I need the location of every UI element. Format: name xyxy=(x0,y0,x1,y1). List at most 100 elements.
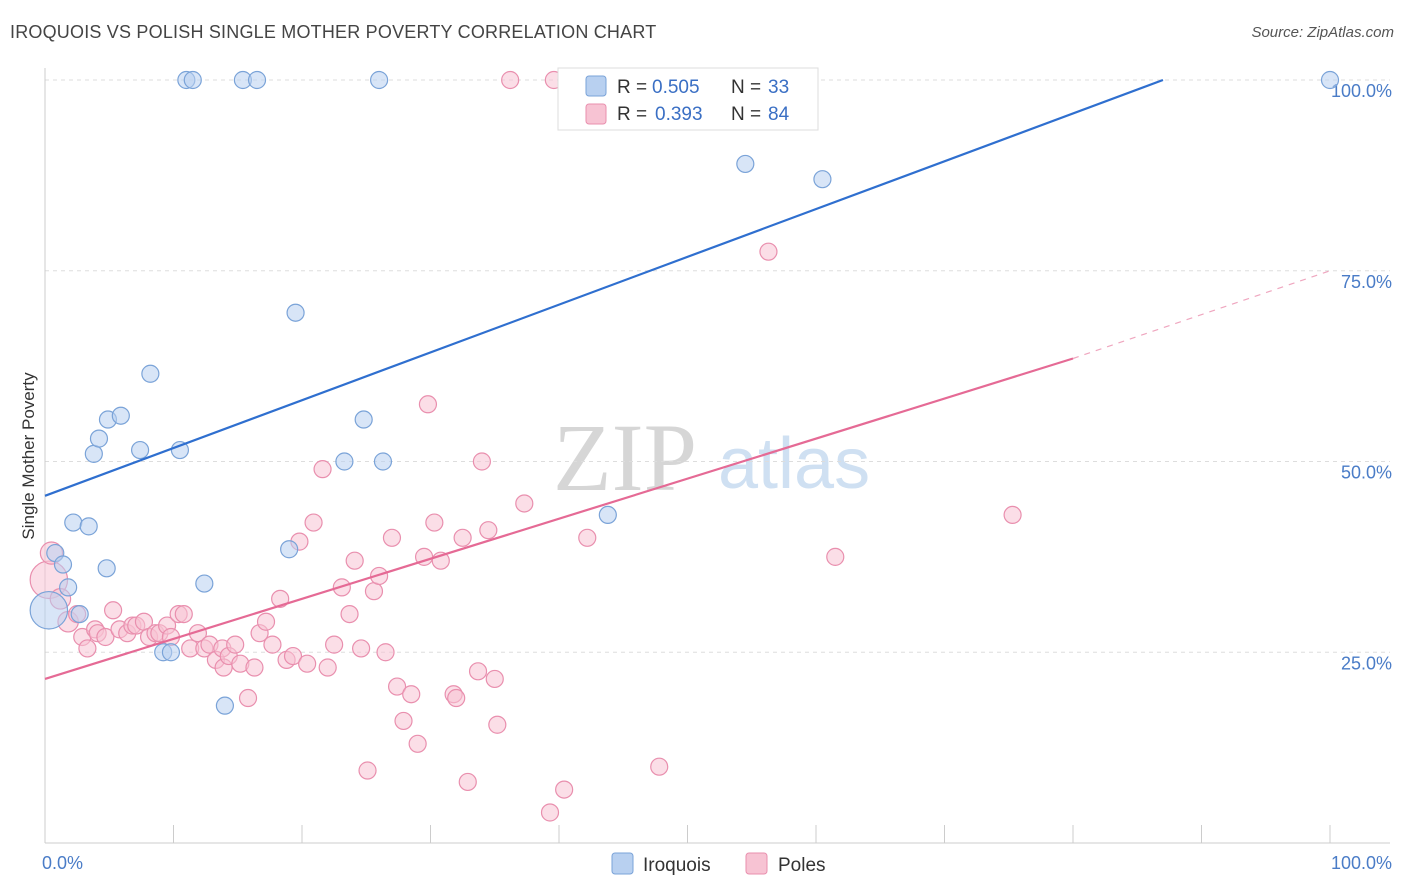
y-axis-title: Single Mother Poverty xyxy=(19,372,38,540)
poles-point xyxy=(387,677,407,696)
poles-point xyxy=(256,612,276,631)
bottom-legend-swatch-iroquois xyxy=(611,852,634,875)
legend-r-label-iroquois: R = xyxy=(617,77,647,98)
bottom-legend-label-poles: Poles xyxy=(778,855,826,876)
poles-point xyxy=(488,715,507,734)
iroquois-point xyxy=(335,452,354,471)
poles-trend-line xyxy=(44,357,1074,681)
poles-point xyxy=(1003,505,1022,525)
gridlines xyxy=(45,79,1390,653)
iroquois-point xyxy=(286,303,305,322)
iroquois-point xyxy=(97,559,116,578)
poles-point xyxy=(408,734,427,753)
iroquois-point xyxy=(170,440,190,460)
y-tick-label: 100.0% xyxy=(1331,81,1392,101)
iroquois-point xyxy=(195,574,214,593)
poles-point xyxy=(382,528,402,547)
iroquois-point xyxy=(370,70,389,90)
poles-point xyxy=(283,646,303,666)
legend-r-value-poles: 0.393 xyxy=(655,104,703,125)
y-tick-label: 50.0% xyxy=(1341,463,1392,483)
poles-point xyxy=(318,658,337,677)
poles-point xyxy=(340,604,359,624)
x-axis-tick-labels: 0.0% 100.0% xyxy=(42,853,1392,873)
poles-point xyxy=(472,452,491,471)
iroquois-point xyxy=(141,364,160,383)
poles-point xyxy=(352,639,371,658)
poles-point xyxy=(304,513,323,532)
y-axis-tick-labels: 25.0% 50.0% 75.0% 100.0% xyxy=(1331,81,1392,673)
poles-point xyxy=(578,528,597,547)
poles-point xyxy=(650,757,669,776)
y-tick-label: 25.0% xyxy=(1341,653,1392,673)
poles-point xyxy=(245,658,264,677)
legend-swatch-poles xyxy=(585,103,607,125)
poles-points xyxy=(29,70,1022,822)
iroquois-point xyxy=(161,643,181,662)
poles-point xyxy=(358,761,377,780)
poles-point xyxy=(376,643,395,662)
watermark: ZIP atlas xyxy=(553,404,870,511)
poles-point xyxy=(479,521,498,540)
bottom-legend: Iroquois Poles xyxy=(611,852,826,876)
iroquois-point xyxy=(29,590,69,630)
poles-trend-extension xyxy=(1072,270,1331,360)
iroquois-point xyxy=(247,70,267,90)
source-credit: Source: ZipAtlas.com xyxy=(1251,24,1394,41)
iroquois-point xyxy=(1320,70,1340,90)
poles-point xyxy=(345,551,364,570)
legend-swatch-iroquois xyxy=(585,75,607,97)
legend-r-value-iroquois: 0.505 xyxy=(652,77,700,98)
legend-n-label-poles: N = xyxy=(731,104,761,125)
top-legend: R = 0.505 N = 33 R = 0.393 N = 84 xyxy=(557,67,819,131)
watermark-atlas: atlas xyxy=(718,424,870,504)
iroquois-point xyxy=(183,70,202,90)
poles-point xyxy=(394,711,413,731)
iroquois-point xyxy=(59,578,78,597)
iroquois-point xyxy=(130,440,150,460)
iroquois-point xyxy=(53,555,73,574)
iroquois-points xyxy=(29,70,1340,715)
iroquois-point xyxy=(64,513,83,532)
y-tick-label: 75.0% xyxy=(1341,272,1392,292)
legend-n-value-iroquois: 33 xyxy=(768,77,789,98)
x-tick-label: 100.0% xyxy=(1331,853,1392,873)
iroquois-point xyxy=(813,170,832,189)
poles-point xyxy=(238,688,258,708)
chart-title: IROQUOIS VS POLISH SINGLE MOTHER POVERTY… xyxy=(10,22,657,42)
x-axis-ticks xyxy=(173,825,1331,843)
poles-point xyxy=(555,780,574,799)
poles-point xyxy=(298,654,317,673)
poles-point xyxy=(402,685,421,704)
trend-lines xyxy=(44,78,1331,681)
iroquois-point xyxy=(598,505,617,525)
iroquois-point xyxy=(111,406,130,425)
poles-point xyxy=(78,639,97,658)
poles-point xyxy=(104,601,123,620)
poles-point xyxy=(313,460,332,479)
poles-point xyxy=(501,70,520,90)
iroquois-point xyxy=(70,604,89,624)
poles-point xyxy=(447,688,466,708)
poles-point xyxy=(515,494,534,513)
iroquois-point xyxy=(84,444,103,463)
poles-point xyxy=(425,513,444,532)
poles-point xyxy=(96,627,115,647)
poles-point xyxy=(485,669,504,689)
poles-point xyxy=(458,772,477,792)
bottom-legend-swatch-poles xyxy=(745,852,768,875)
poles-point xyxy=(759,242,778,261)
iroquois-point xyxy=(373,452,393,471)
poles-point xyxy=(325,635,344,654)
watermark-zip: ZIP xyxy=(553,404,697,511)
legend-n-label-iroquois: N = xyxy=(731,77,761,98)
poles-point xyxy=(540,803,560,822)
poles-point xyxy=(263,635,282,654)
poles-point xyxy=(174,604,193,624)
bottom-legend-label-iroquois: Iroquois xyxy=(643,855,711,876)
poles-point xyxy=(271,589,290,608)
poles-point xyxy=(826,547,845,566)
poles-point xyxy=(418,395,438,414)
iroquois-point xyxy=(736,154,755,174)
